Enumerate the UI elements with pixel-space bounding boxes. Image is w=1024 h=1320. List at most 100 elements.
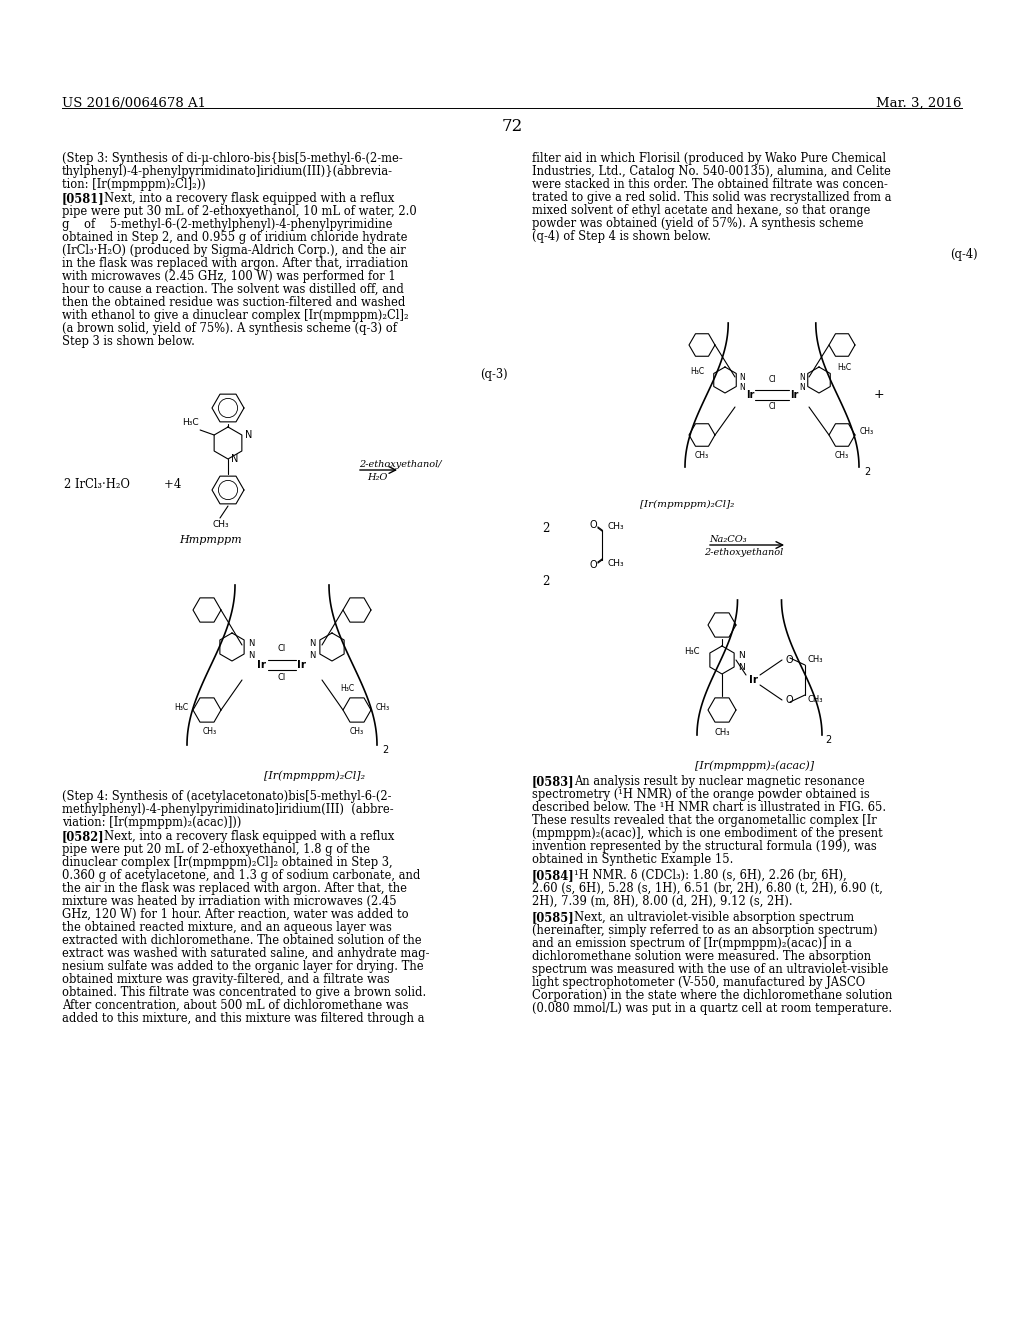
Text: Corporation) in the state where the dichloromethane solution: Corporation) in the state where the dich…: [532, 989, 892, 1002]
Text: with ethanol to give a dinuclear complex [Ir(mpmppm)₂Cl]₂: with ethanol to give a dinuclear complex…: [62, 309, 409, 322]
Text: Mar. 3, 2016: Mar. 3, 2016: [877, 96, 962, 110]
Text: Cl: Cl: [278, 673, 286, 682]
Text: and an emission spectrum of [Ir(mpmppm)₂(acac)] in a: and an emission spectrum of [Ir(mpmppm)₂…: [532, 937, 852, 950]
Text: H₂O: H₂O: [367, 473, 387, 482]
Text: obtained. This filtrate was concentrated to give a brown solid.: obtained. This filtrate was concentrated…: [62, 986, 426, 999]
Text: [Ir(mpmppm)₂Cl]₂: [Ir(mpmppm)₂Cl]₂: [264, 770, 366, 780]
Text: An analysis result by nuclear magnetic resonance: An analysis result by nuclear magnetic r…: [574, 775, 864, 788]
Text: N: N: [245, 430, 252, 440]
Text: After concentration, about 500 mL of dichloromethane was: After concentration, about 500 mL of dic…: [62, 999, 409, 1012]
Text: [Ir(mpmppm)₂(acac)]: [Ir(mpmppm)₂(acac)]: [695, 760, 814, 771]
Text: 2 IrCl₃·H₂O: 2 IrCl₃·H₂O: [63, 478, 130, 491]
Text: H₃C: H₃C: [340, 684, 354, 693]
Text: thylphenyl)-4-phenylpyrimidinato]iridium(III)}(abbrevia-: thylphenyl)-4-phenylpyrimidinato]iridium…: [62, 165, 393, 178]
Text: light spectrophotometer (V-550, manufactured by JASCO: light spectrophotometer (V-550, manufact…: [532, 975, 865, 989]
Text: Hmpmppm: Hmpmppm: [178, 535, 242, 545]
Text: H₃C: H₃C: [837, 363, 851, 372]
Text: [0581]: [0581]: [62, 191, 104, 205]
Text: in the flask was replaced with argon. After that, irradiation: in the flask was replaced with argon. Af…: [62, 257, 409, 271]
Text: (a brown solid, yield of 75%). A synthesis scheme (q-3) of: (a brown solid, yield of 75%). A synthes…: [62, 322, 397, 335]
Text: (mpmppm)₂(acac)], which is one embodiment of the present: (mpmppm)₂(acac)], which is one embodimen…: [532, 828, 883, 840]
Text: Cl: Cl: [768, 375, 776, 384]
Text: CH₃: CH₃: [376, 702, 390, 711]
Text: O: O: [785, 696, 793, 705]
Text: mixed solvent of ethyl acetate and hexane, so that orange: mixed solvent of ethyl acetate and hexan…: [532, 205, 870, 216]
Text: obtained mixture was gravity-filtered, and a filtrate was: obtained mixture was gravity-filtered, a…: [62, 973, 389, 986]
Text: CH₃: CH₃: [808, 696, 823, 705]
Text: (q-3): (q-3): [480, 368, 508, 381]
Text: CH₃: CH₃: [203, 727, 217, 737]
Text: methylphenyl)-4-phenylpyrimidinato]iridium(III)  (abbre-: methylphenyl)-4-phenylpyrimidinato]iridi…: [62, 803, 393, 816]
Text: N: N: [739, 372, 744, 381]
Text: Industries, Ltd., Catalog No. 540-00135), alumina, and Celite: Industries, Ltd., Catalog No. 540-00135)…: [532, 165, 891, 178]
Text: obtained in Synthetic Example 15.: obtained in Synthetic Example 15.: [532, 853, 733, 866]
Text: CH₃: CH₃: [835, 451, 849, 459]
Text: the obtained reacted mixture, and an aqueous layer was: the obtained reacted mixture, and an aqu…: [62, 921, 392, 935]
Text: [0583]: [0583]: [532, 775, 574, 788]
Text: dinuclear complex [Ir(mpmppm)₂Cl]₂ obtained in Step 3,: dinuclear complex [Ir(mpmppm)₂Cl]₂ obtai…: [62, 855, 392, 869]
Text: N: N: [738, 651, 744, 660]
Text: N: N: [248, 639, 254, 648]
Text: +: +: [874, 388, 885, 401]
Text: spectrum was measured with the use of an ultraviolet-visible: spectrum was measured with the use of an…: [532, 964, 889, 975]
Text: Next, into a recovery flask equipped with a reflux: Next, into a recovery flask equipped wit…: [104, 191, 394, 205]
Text: g    of    5-methyl-6-(2-methylphenyl)-4-phenylpyrimidine: g of 5-methyl-6-(2-methylphenyl)-4-pheny…: [62, 218, 392, 231]
Text: CH₃: CH₃: [715, 729, 730, 737]
Text: described below. The ¹H NMR chart is illustrated in FIG. 65.: described below. The ¹H NMR chart is ill…: [532, 801, 886, 814]
Text: CH₃: CH₃: [808, 656, 823, 664]
Text: 2-ethoxyethanol: 2-ethoxyethanol: [705, 548, 783, 557]
Text: 2: 2: [542, 576, 549, 587]
Text: Ir: Ir: [257, 660, 266, 671]
Text: added to this mixture, and this mixture was filtered through a: added to this mixture, and this mixture …: [62, 1012, 425, 1026]
Text: (hereinafter, simply referred to as an absorption spectrum): (hereinafter, simply referred to as an a…: [532, 924, 878, 937]
Text: viation: [Ir(mpmppm)₂(acac)])): viation: [Ir(mpmppm)₂(acac)])): [62, 816, 242, 829]
Text: +: +: [164, 478, 174, 491]
Text: trated to give a red solid. This solid was recrystallized from a: trated to give a red solid. This solid w…: [532, 191, 892, 205]
Text: CH₃: CH₃: [860, 428, 874, 437]
Text: nesium sulfate was added to the organic layer for drying. The: nesium sulfate was added to the organic …: [62, 960, 424, 973]
Text: N: N: [738, 663, 744, 672]
Text: pipe were put 30 mL of 2-ethoxyethanol, 10 mL of water, 2.0: pipe were put 30 mL of 2-ethoxyethanol, …: [62, 205, 417, 218]
Text: CH₃: CH₃: [607, 521, 624, 531]
Text: Ir: Ir: [750, 675, 759, 685]
Text: filter aid in which Florisil (produced by Wako Pure Chemical: filter aid in which Florisil (produced b…: [532, 152, 886, 165]
Text: with microwaves (2.45 GHz, 100 W) was performed for 1: with microwaves (2.45 GHz, 100 W) was pe…: [62, 271, 395, 282]
Text: (Step 3: Synthesis of di-μ-chloro-bis{bis[5-methyl-6-(2-me-: (Step 3: Synthesis of di-μ-chloro-bis{bi…: [62, 152, 402, 165]
Text: 2: 2: [864, 467, 870, 477]
Text: 2.60 (s, 6H), 5.28 (s, 1H), 6.51 (br, 2H), 6.80 (t, 2H), 6.90 (t,: 2.60 (s, 6H), 5.28 (s, 1H), 6.51 (br, 2H…: [532, 882, 883, 895]
Text: hour to cause a reaction. The solvent was distilled off, and: hour to cause a reaction. The solvent wa…: [62, 282, 403, 296]
Text: 72: 72: [502, 117, 522, 135]
Text: pipe were put 20 mL of 2-ethoxyethanol, 1.8 g of the: pipe were put 20 mL of 2-ethoxyethanol, …: [62, 843, 370, 855]
Text: 0.360 g of acetylacetone, and 1.3 g of sodium carbonate, and: 0.360 g of acetylacetone, and 1.3 g of s…: [62, 869, 421, 882]
Text: N: N: [800, 383, 805, 392]
Text: GHz, 120 W) for 1 hour. After reaction, water was added to: GHz, 120 W) for 1 hour. After reaction, …: [62, 908, 409, 921]
Text: H₃C: H₃C: [684, 648, 700, 656]
Text: Next, an ultraviolet-visible absorption spectrum: Next, an ultraviolet-visible absorption …: [574, 911, 854, 924]
Text: (q-4) of Step 4 is shown below.: (q-4) of Step 4 is shown below.: [532, 230, 711, 243]
Text: Ir: Ir: [745, 389, 755, 400]
Text: then the obtained residue was suction-filtered and washed: then the obtained residue was suction-fi…: [62, 296, 406, 309]
Text: 4: 4: [174, 478, 181, 491]
Text: CH₃: CH₃: [350, 727, 365, 737]
Text: extracted with dichloromethane. The obtained solution of the: extracted with dichloromethane. The obta…: [62, 935, 422, 946]
Text: [0585]: [0585]: [532, 911, 574, 924]
Text: N: N: [800, 372, 805, 381]
Text: 2: 2: [825, 735, 831, 744]
Text: 2: 2: [542, 521, 549, 535]
Text: N: N: [309, 651, 316, 660]
Text: obtained in Step 2, and 0.955 g of iridium chloride hydrate: obtained in Step 2, and 0.955 g of iridi…: [62, 231, 408, 244]
Text: N: N: [739, 383, 744, 392]
Text: (IrCl₃·H₂O) (produced by Sigma-Aldrich Corp.), and the air: (IrCl₃·H₂O) (produced by Sigma-Aldrich C…: [62, 244, 406, 257]
Text: Ir: Ir: [790, 389, 798, 400]
Text: US 2016/0064678 A1: US 2016/0064678 A1: [62, 96, 206, 110]
Text: 2H), 7.39 (m, 8H), 8.00 (d, 2H), 9.12 (s, 2H).: 2H), 7.39 (m, 8H), 8.00 (d, 2H), 9.12 (s…: [532, 895, 793, 908]
Text: N: N: [231, 454, 239, 465]
Text: Next, into a recovery flask equipped with a reflux: Next, into a recovery flask equipped wit…: [104, 830, 394, 843]
Text: powder was obtained (yield of 57%). A synthesis scheme: powder was obtained (yield of 57%). A sy…: [532, 216, 863, 230]
Text: [0584]: [0584]: [532, 869, 574, 882]
Text: were stacked in this order. The obtained filtrate was concen-: were stacked in this order. The obtained…: [532, 178, 888, 191]
Text: invention represented by the structural formula (199), was: invention represented by the structural …: [532, 840, 877, 853]
Text: [0582]: [0582]: [62, 830, 104, 843]
Text: Cl: Cl: [768, 403, 776, 411]
Text: O: O: [590, 520, 597, 531]
